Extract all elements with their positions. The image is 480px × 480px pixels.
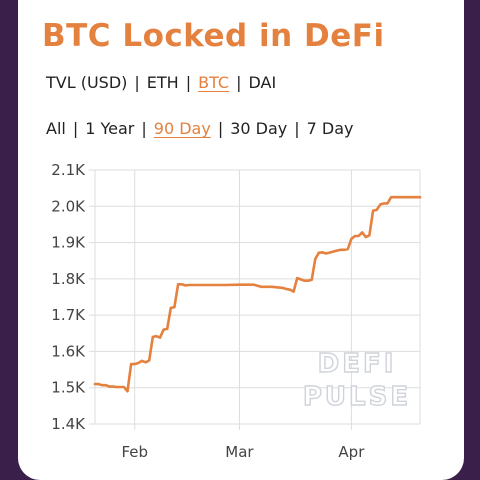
- separator: |: [72, 119, 79, 138]
- unit-option-btc[interactable]: BTC: [198, 73, 230, 92]
- y-tick-label: 1.4K: [51, 415, 86, 433]
- chart-title: BTC Locked in DeFi: [42, 18, 385, 54]
- y-tick-label: 1.6K: [51, 342, 86, 360]
- unit-selector: TVL (USD) | ETH | BTC | DAI: [46, 73, 276, 92]
- separator: |: [294, 119, 300, 138]
- unit-option-dai[interactable]: DAI: [248, 73, 277, 92]
- range-option-7-day[interactable]: 7 Day: [306, 119, 354, 138]
- range-option-90-day[interactable]: 90 Day: [153, 119, 211, 138]
- watermark-line-2: PULSE: [303, 382, 411, 412]
- x-tick-label: Apr: [338, 443, 365, 461]
- separator: |: [134, 73, 140, 92]
- watermark-line-1: DEFI: [318, 349, 397, 379]
- chart-card: BTC Locked in DeFi TVL (USD) | ETH | BTC | DAI…: [18, 0, 464, 480]
- y-tick-label: 1.8K: [51, 270, 86, 288]
- defi-pulse-watermark: DEFI PULSE: [302, 348, 411, 412]
- x-tick-label: Feb: [121, 443, 148, 461]
- x-tick-label: Mar: [225, 443, 254, 461]
- range-option-all[interactable]: All: [46, 119, 66, 138]
- unit-option-eth[interactable]: ETH: [146, 73, 179, 92]
- range-selector: All | 1 Year | 90 Day | 30 Day | 7 Day: [46, 119, 354, 138]
- axis-ticks: 1.4K 1.5K 1.6K 1.7K 1.8K 1.9K 2.0K 2.1K Feb Mar Ap…: [51, 161, 365, 461]
- separator: |: [185, 73, 192, 92]
- y-tick-label: 1.7K: [51, 306, 86, 324]
- y-tick-label: 2.1K: [51, 161, 86, 179]
- series-line-btc-locked: [93, 195, 422, 393]
- line-chart: DEFI PULSE 1.4K 1.5K 1.6K 1.7K 1.8K 1.9K 2.0K 2…: [51, 161, 422, 461]
- separator: |: [236, 73, 242, 92]
- y-tick-label: 1.9K: [51, 234, 86, 252]
- separator: |: [141, 119, 147, 138]
- range-option-30-day[interactable]: 30 Day: [230, 119, 288, 138]
- separator: |: [217, 119, 224, 138]
- unit-option-tvl-usd[interactable]: TVL (USD): [46, 73, 128, 92]
- y-tick-label: 1.5K: [51, 379, 86, 397]
- y-tick-label: 2.0K: [51, 197, 86, 215]
- range-option-1-year[interactable]: 1 Year: [85, 119, 135, 138]
- grid: [89, 169, 421, 430]
